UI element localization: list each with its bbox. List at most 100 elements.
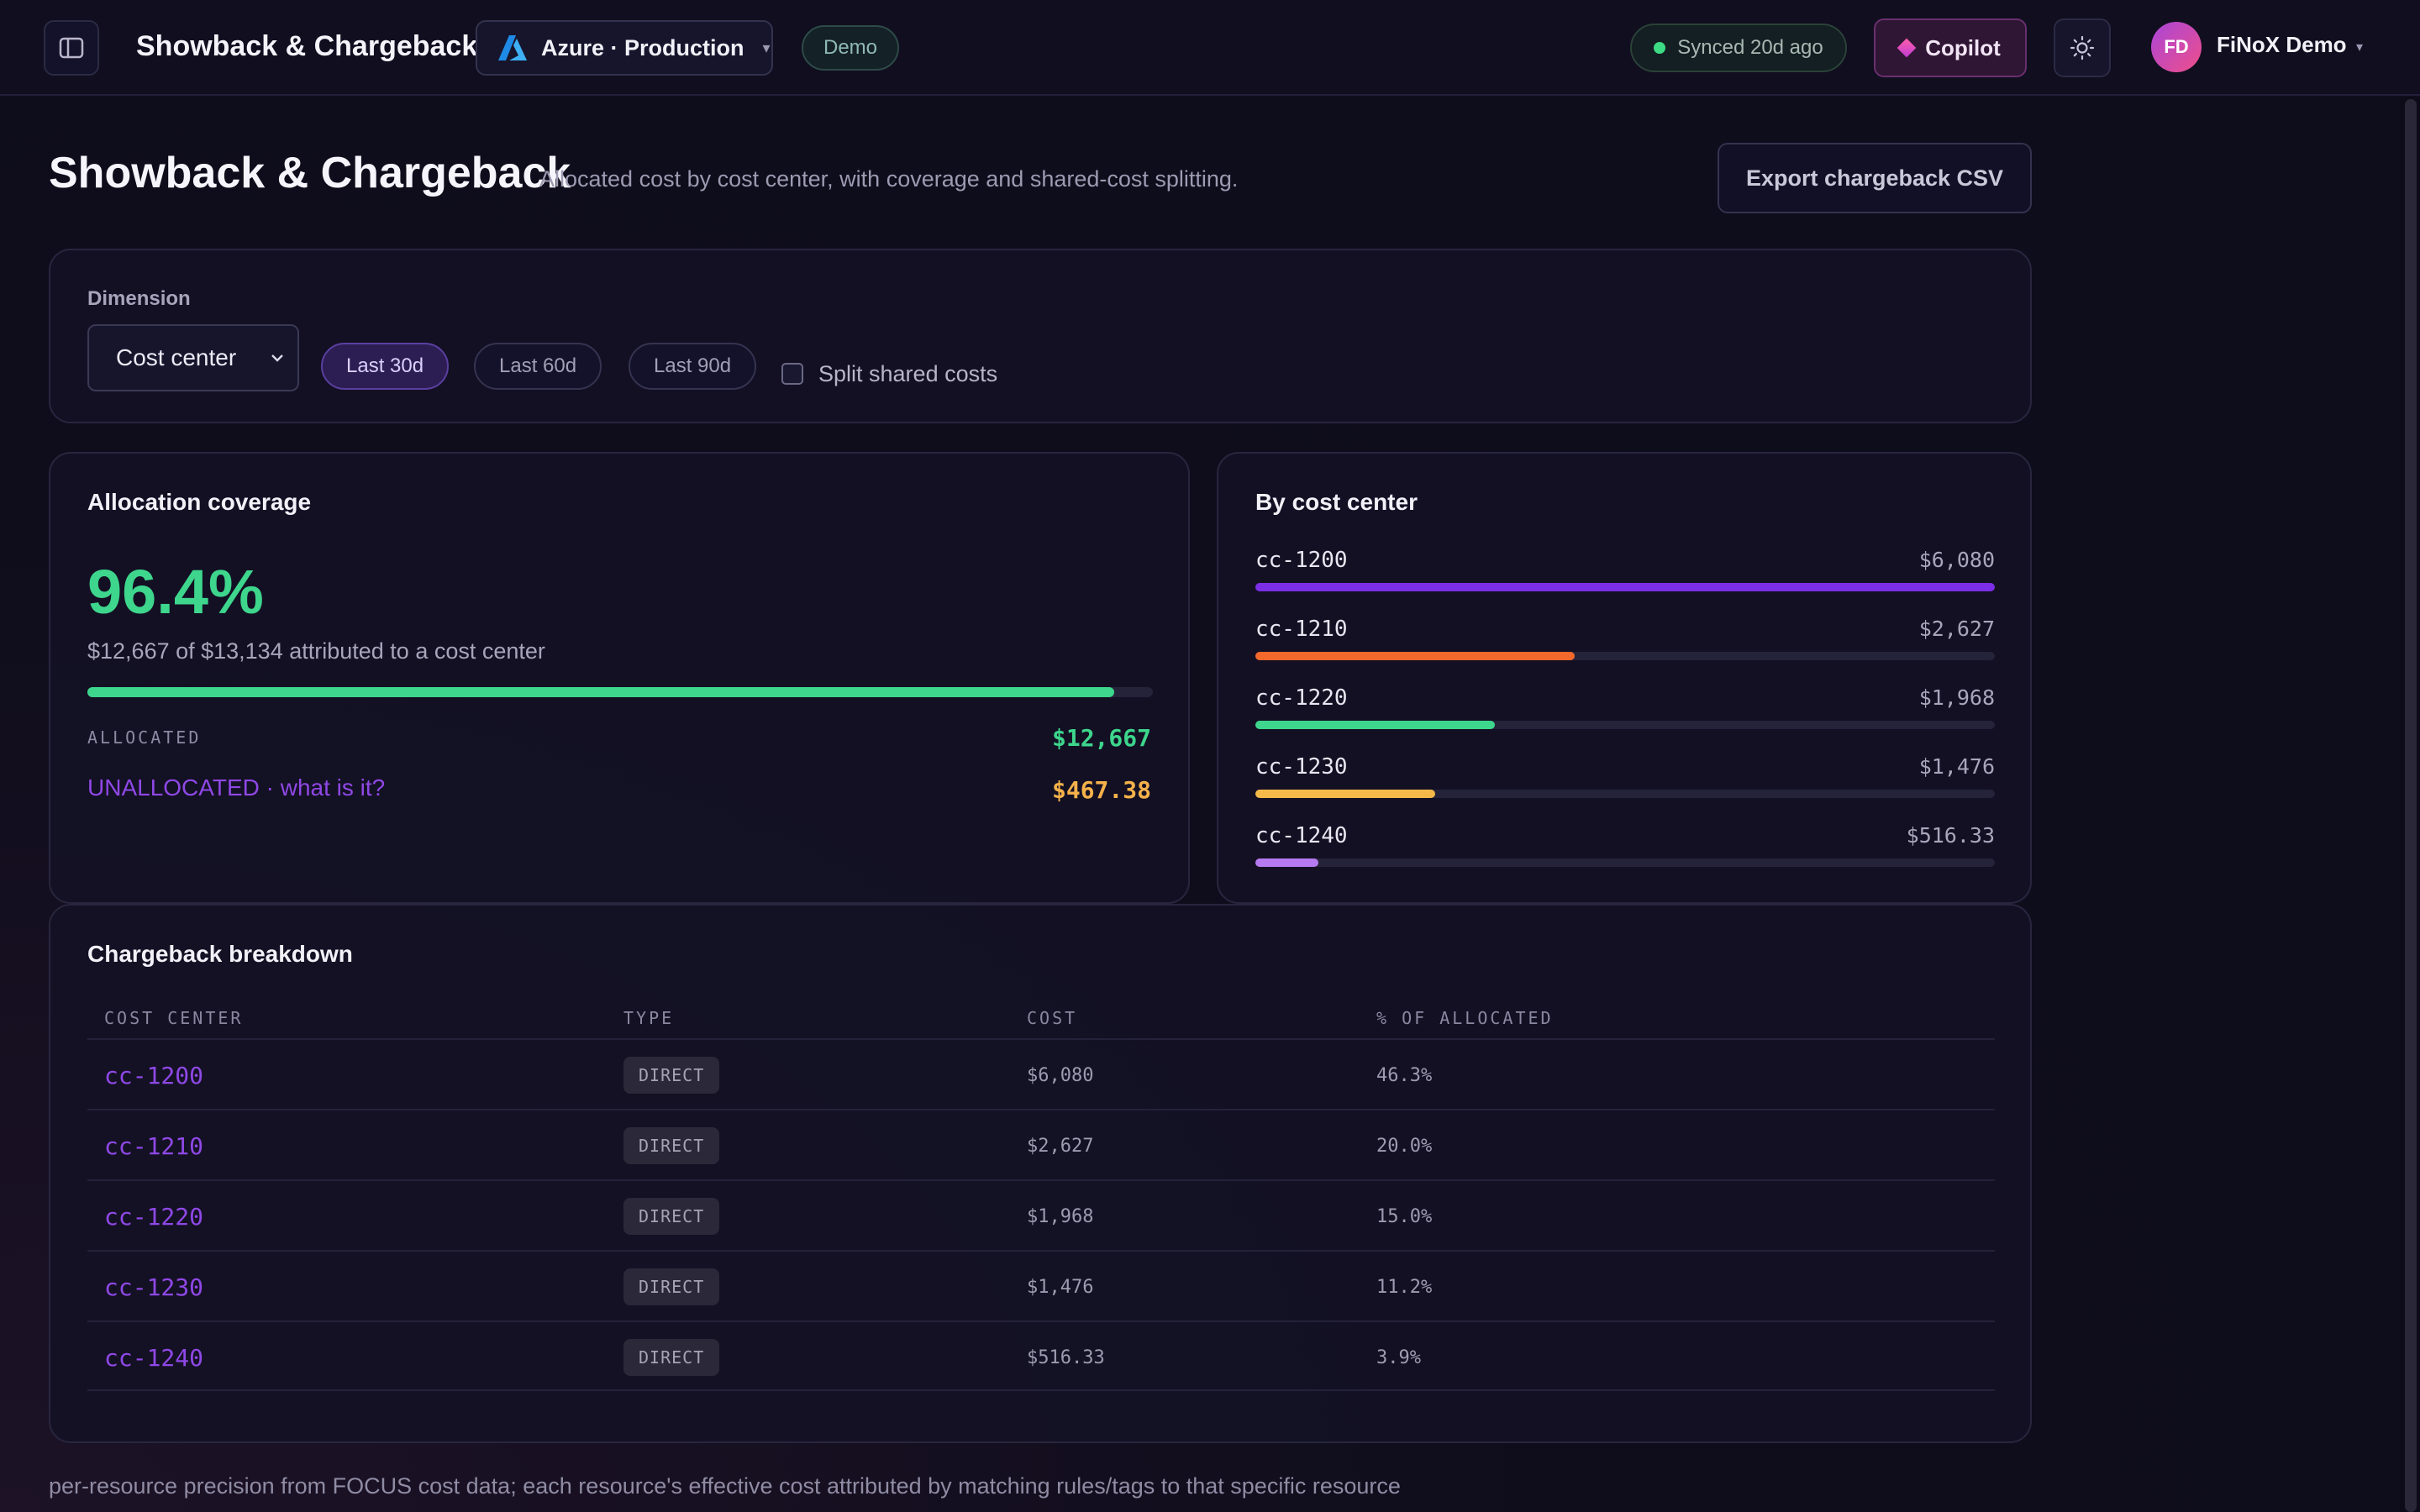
cost-center-name: cc-1230 bbox=[1255, 754, 1348, 780]
sync-status-label: Synced 20d ago bbox=[1677, 36, 1823, 59]
copilot-button-label: Copilot bbox=[1925, 34, 2001, 60]
table-row: cc-1230 DIRECT $1,476 11.2% bbox=[87, 1250, 1995, 1320]
card-title: Chargeback breakdown bbox=[87, 941, 353, 967]
cost-center-link[interactable]: cc-1230 bbox=[104, 1273, 204, 1301]
pct-cell: 20.0% bbox=[1376, 1136, 1433, 1157]
coverage-progress-bar bbox=[87, 687, 1153, 697]
diamond-icon bbox=[1897, 38, 1917, 58]
cost-center-bar-fill bbox=[1255, 721, 1495, 729]
cost-center-value: $2,627 bbox=[1918, 617, 1995, 641]
azure-logo-icon bbox=[498, 35, 527, 60]
user-menu[interactable]: FiNoX Demo bbox=[2217, 32, 2347, 57]
coverage-percent: 96.4% bbox=[87, 557, 264, 627]
pct-cell: 3.9% bbox=[1376, 1347, 1421, 1368]
coverage-progress-fill bbox=[87, 687, 1115, 697]
pct-cell: 11.2% bbox=[1376, 1277, 1433, 1298]
page-title: Showback & Chargeback bbox=[49, 149, 571, 197]
filters-card: Dimension Cost center Last 30d Last 60d … bbox=[49, 249, 2032, 423]
unallocated-link[interactable]: UNALLOCATED · what is it? bbox=[87, 774, 386, 801]
type-badge: DIRECT bbox=[623, 1268, 720, 1305]
chevron-down-icon bbox=[271, 354, 283, 362]
type-badge: DIRECT bbox=[623, 1057, 720, 1094]
by-cost-center-card: By cost center cc-1200 $6,080 cc-1210 $2,62… bbox=[1217, 452, 2032, 904]
cost-center-bar-fill bbox=[1255, 790, 1435, 798]
allocated-value: $12,667 bbox=[1051, 724, 1151, 752]
range-30d-button[interactable]: Last 30d bbox=[321, 343, 450, 390]
cost-center-link[interactable]: cc-1240 bbox=[104, 1344, 204, 1372]
cost-center-name: cc-1240 bbox=[1255, 823, 1348, 848]
cost-center-value: $1,968 bbox=[1918, 685, 1995, 710]
page-subtitle: Allocated cost by cost center, with cove… bbox=[539, 166, 1239, 192]
coverage-summary: $12,667 of $13,134 attributed to a cost … bbox=[87, 638, 545, 664]
split-shared-label[interactable]: Split shared costs bbox=[818, 361, 998, 386]
account-selector[interactable]: Azure · Production ▾ bbox=[476, 20, 773, 76]
table-row: cc-1210 DIRECT $2,627 20.0% bbox=[87, 1109, 1995, 1179]
cost-center-bar-track bbox=[1255, 583, 1995, 591]
copilot-button[interactable]: Copilot bbox=[1874, 18, 2027, 77]
type-badge: DIRECT bbox=[623, 1127, 720, 1164]
cost-center-bar-track bbox=[1255, 721, 1995, 729]
range-60d-button[interactable]: Last 60d bbox=[474, 343, 602, 390]
allocated-label: ALLOCATED bbox=[87, 727, 202, 748]
cost-center-name: cc-1220 bbox=[1255, 685, 1348, 711]
cost-center-bar-track bbox=[1255, 652, 1995, 660]
cost-center-bar-row[interactable]: cc-1210 $2,627 bbox=[1255, 617, 1995, 685]
cost-center-bar-row[interactable]: cc-1200 $6,080 bbox=[1255, 548, 1995, 617]
chevron-down-icon: ▾ bbox=[762, 39, 771, 56]
cost-cell: $516.33 bbox=[1027, 1347, 1105, 1368]
avatar[interactable]: FD bbox=[2151, 22, 2202, 72]
cost-center-bar-track bbox=[1255, 790, 1995, 798]
cost-center-bar-fill bbox=[1255, 583, 1995, 591]
cost-center-bar-track bbox=[1255, 858, 1995, 867]
cost-center-bar-fill bbox=[1255, 858, 1318, 867]
cost-cell: $6,080 bbox=[1027, 1065, 1094, 1086]
split-shared-checkbox[interactable] bbox=[781, 363, 803, 385]
unallocated-value: $467.38 bbox=[1051, 776, 1151, 804]
cost-cell: $2,627 bbox=[1027, 1136, 1094, 1157]
column-header-cost-center[interactable]: COST CENTER bbox=[104, 1008, 244, 1028]
type-badge: DIRECT bbox=[623, 1198, 720, 1235]
chargeback-breakdown-card: Chargeback breakdown COST CENTER TYPE CO… bbox=[49, 904, 2032, 1443]
table-row: cc-1220 DIRECT $1,968 15.0% bbox=[87, 1179, 1995, 1250]
cost-center-bar-fill bbox=[1255, 652, 1576, 660]
dimension-select-value: Cost center bbox=[116, 344, 237, 370]
table-row: cc-1240 DIRECT $516.33 3.9% bbox=[87, 1320, 1995, 1391]
cost-center-bar-row[interactable]: cc-1240 $516.33 bbox=[1255, 823, 1995, 892]
theme-toggle-button[interactable] bbox=[2054, 18, 2111, 77]
cost-center-value: $516.33 bbox=[1906, 823, 1995, 848]
cost-center-link[interactable]: cc-1210 bbox=[104, 1132, 204, 1160]
type-badge: DIRECT bbox=[623, 1339, 720, 1376]
app-title: Showback & Chargeback bbox=[136, 30, 478, 62]
column-header-pct[interactable]: % OF ALLOCATED bbox=[1376, 1008, 1554, 1028]
column-header-cost[interactable]: COST bbox=[1027, 1008, 1078, 1028]
cost-center-name: cc-1200 bbox=[1255, 548, 1348, 573]
export-csv-button[interactable]: Export chargeback CSV bbox=[1718, 143, 2032, 213]
cost-center-value: $1,476 bbox=[1918, 754, 1995, 779]
footnote: per-resource precision from FOCUS cost d… bbox=[49, 1473, 1401, 1499]
sync-status: Synced 20d ago bbox=[1630, 24, 1847, 72]
dimension-label: Dimension bbox=[87, 287, 191, 310]
pct-cell: 46.3% bbox=[1376, 1065, 1433, 1086]
sun-icon bbox=[2070, 35, 2095, 60]
sidebar-icon bbox=[59, 37, 84, 59]
card-title: Allocation coverage bbox=[87, 489, 312, 515]
cost-center-value: $6,080 bbox=[1918, 548, 1995, 572]
allocation-coverage-card: Allocation coverage 96.4% $12,667 of $13… bbox=[49, 452, 1190, 904]
cost-center-name: cc-1210 bbox=[1255, 617, 1348, 642]
column-header-type[interactable]: TYPE bbox=[623, 1008, 675, 1028]
pct-cell: 15.0% bbox=[1376, 1206, 1433, 1227]
cost-center-link[interactable]: cc-1220 bbox=[104, 1203, 204, 1231]
dimension-select[interactable]: Cost center bbox=[87, 324, 299, 391]
account-selector-label: Azure · Production bbox=[541, 34, 744, 60]
chevron-down-icon[interactable]: ▾ bbox=[2356, 40, 2364, 55]
cost-center-bar-row[interactable]: cc-1220 $1,968 bbox=[1255, 685, 1995, 754]
table-row: cc-1200 DIRECT $6,080 46.3% bbox=[87, 1038, 1995, 1109]
cost-center-link[interactable]: cc-1200 bbox=[104, 1062, 204, 1089]
status-dot-icon bbox=[1654, 42, 1666, 54]
card-title: By cost center bbox=[1255, 489, 1418, 515]
range-90d-button[interactable]: Last 90d bbox=[629, 343, 757, 390]
scrollbar-thumb[interactable] bbox=[2405, 99, 2417, 1512]
sidebar-toggle-button[interactable] bbox=[44, 20, 99, 76]
cost-cell: $1,968 bbox=[1027, 1206, 1094, 1227]
cost-center-bar-row[interactable]: cc-1230 $1,476 bbox=[1255, 754, 1995, 823]
